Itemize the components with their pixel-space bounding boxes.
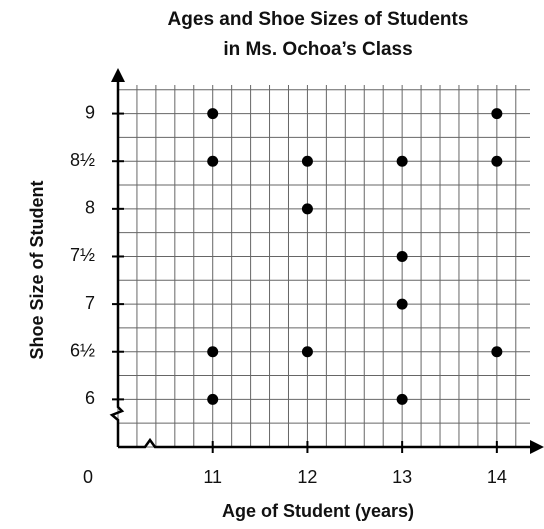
- data-point: [396, 393, 408, 405]
- data-point: [301, 346, 313, 358]
- data-point: [207, 108, 219, 120]
- origin-label: 0: [83, 467, 93, 487]
- data-point: [396, 155, 408, 167]
- data-point: [491, 108, 503, 120]
- x-tick-label: 13: [392, 467, 412, 487]
- grid: [117, 85, 530, 448]
- y-arrow: [111, 68, 125, 82]
- chart-title: Ages and Shoe Sizes of Students: [168, 9, 469, 30]
- data-point: [207, 155, 219, 167]
- x-axis-label: Age of Student (years): [222, 501, 414, 521]
- y-tick-label: 6: [85, 388, 95, 408]
- data-point: [491, 155, 503, 167]
- y-tick-label: 9: [85, 102, 95, 122]
- x-arrow: [530, 440, 544, 454]
- x-tick-label: 12: [297, 467, 317, 487]
- y-tick-label: 7: [85, 293, 95, 313]
- data-point: [301, 203, 313, 215]
- data-point: [207, 346, 219, 358]
- y-axis: [109, 80, 125, 447]
- data-point: [207, 393, 219, 405]
- y-tick-label: 8½: [70, 150, 95, 170]
- x-axis: [118, 437, 532, 449]
- y-tick-label: 6½: [70, 340, 95, 360]
- data-point: [491, 346, 503, 358]
- x-tick-label: 14: [487, 467, 507, 487]
- data-point: [396, 298, 408, 310]
- data-point: [396, 250, 408, 262]
- y-tick-label: 8: [85, 198, 95, 218]
- y-axis-label: Shoe Size of Student: [27, 180, 47, 359]
- data-point: [301, 155, 313, 167]
- chart-title: in Ms. Ochoa’s Class: [223, 39, 412, 60]
- x-tick-label: 11: [203, 467, 222, 487]
- y-tick-label: 7½: [70, 245, 95, 265]
